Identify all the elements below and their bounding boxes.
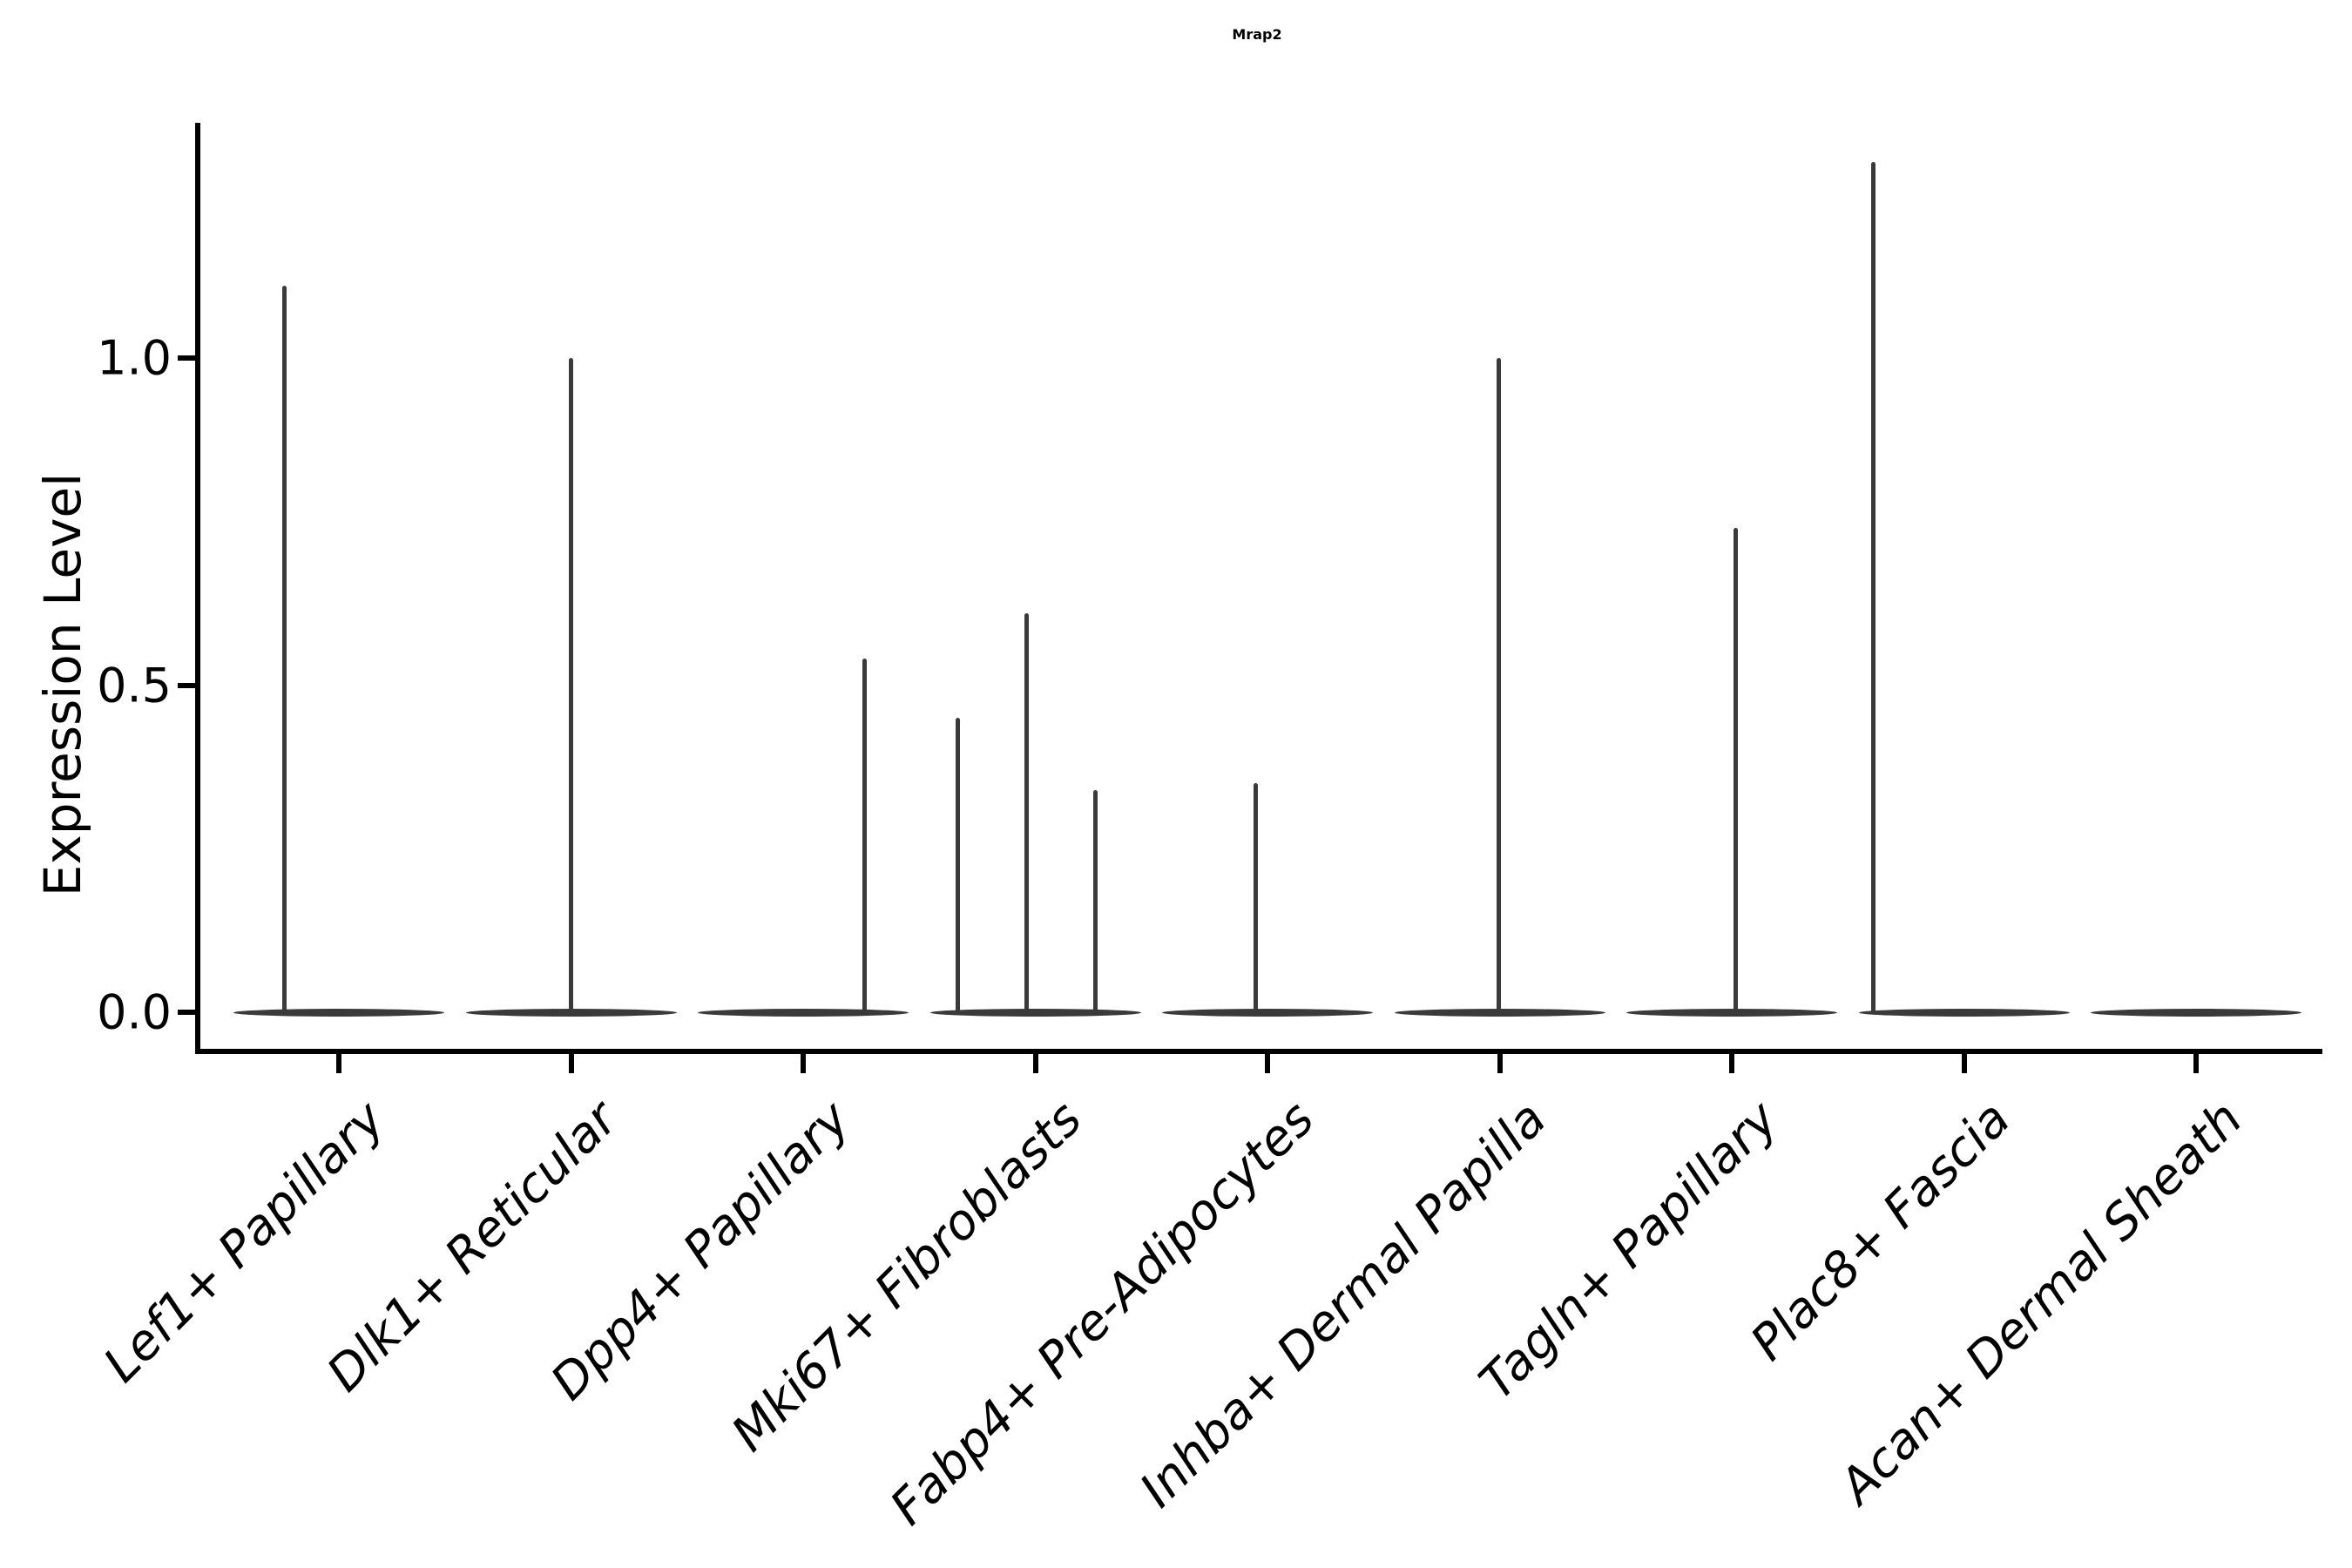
violin-base xyxy=(1162,1008,1373,1017)
violin-spike xyxy=(1871,161,1876,1012)
x-tick-label: Acan+ Dermal Sheath xyxy=(1828,1091,2254,1515)
y-axis-tick xyxy=(178,1010,195,1015)
violin-spike xyxy=(1093,789,1098,1012)
violin-spike xyxy=(1497,358,1501,1012)
x-axis-tick xyxy=(801,1054,806,1073)
violin-base xyxy=(233,1008,444,1017)
x-axis-tick xyxy=(1032,1054,1038,1073)
violin-base xyxy=(929,1008,1141,1017)
violin-base xyxy=(2091,1008,2301,1017)
x-axis-tick xyxy=(1729,1054,1734,1073)
violin-spike xyxy=(281,286,287,1012)
violin-spike xyxy=(956,718,960,1012)
violin-base xyxy=(1858,1008,2070,1017)
violin-base xyxy=(1394,1008,1605,1017)
x-tick-label: Fabp4+ Pre-Adipocytes xyxy=(879,1091,1325,1537)
x-axis-tick xyxy=(1265,1054,1270,1073)
x-tick-label: Inhba+ Dermal Papilla xyxy=(1129,1091,1558,1519)
x-axis-tick xyxy=(336,1054,341,1073)
violin-base xyxy=(1626,1008,1837,1017)
x-axis-tick xyxy=(1961,1054,1967,1073)
y-axis-tick xyxy=(178,682,195,688)
y-tick-label: 0.5 xyxy=(97,658,172,713)
violin-base xyxy=(465,1008,677,1017)
x-axis-tick xyxy=(568,1054,574,1073)
violin-base xyxy=(698,1008,909,1017)
y-tick-label: 0.0 xyxy=(97,984,172,1040)
violin-spike xyxy=(862,659,867,1012)
x-axis-tick xyxy=(1497,1054,1503,1073)
violin-spike xyxy=(1733,528,1738,1012)
violin-spike xyxy=(1253,783,1258,1012)
y-tick-label: 1.0 xyxy=(97,330,172,386)
chart-title: Mrap2 xyxy=(1232,26,1282,43)
violin-spike xyxy=(1024,612,1029,1012)
x-axis-tick xyxy=(2193,1054,2199,1073)
x-axis-line xyxy=(195,1049,2322,1054)
violin-spike xyxy=(569,358,573,1012)
y-axis-line xyxy=(195,123,200,1054)
y-axis-tick xyxy=(178,355,195,361)
